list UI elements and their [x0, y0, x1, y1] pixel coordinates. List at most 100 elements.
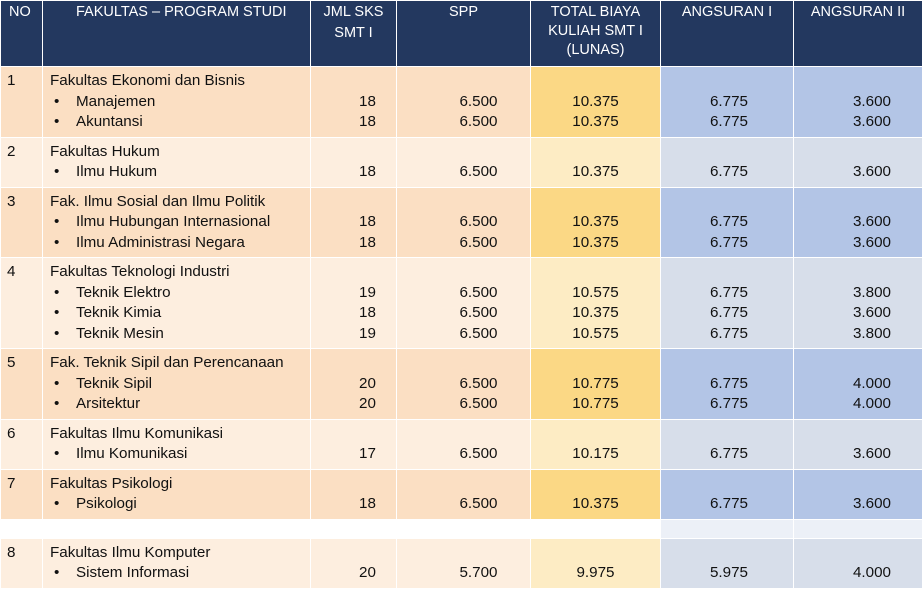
sks-value: 19 [339, 324, 396, 345]
program-item: •Ilmu Komunikasi [50, 444, 310, 465]
program-item: •Teknik Mesin [50, 324, 310, 345]
blank-line [665, 543, 793, 564]
faculty-number-cell: 6 [1, 419, 43, 469]
spacer-row [1, 519, 922, 538]
faculty-cell: Fak. Teknik Sipil dan Perencanaan•Teknik… [43, 349, 311, 420]
program-item: •Akuntansi [50, 112, 310, 133]
angsuran2-value: 3.600 [822, 233, 922, 254]
angsuran2-cell: 3.600 [794, 419, 922, 469]
angsuran2-cell: 3.600 [794, 469, 922, 519]
header-sks: JML SKS SMT I [311, 1, 397, 67]
header-no: NO [1, 1, 43, 67]
angsuran2-value: 3.800 [822, 324, 922, 345]
blank-line [822, 543, 922, 564]
total-value: 10.375 [531, 233, 660, 254]
faculty-number-cell: 1 [1, 67, 43, 138]
bullet-icon: • [54, 212, 76, 233]
spacer-cell [311, 519, 397, 538]
angsuran1-cell: 6.775 [661, 469, 794, 519]
angsuran1-value: 6.775 [665, 212, 793, 233]
program-item: •Teknik Kimia [50, 303, 310, 324]
sks-value: 20 [339, 394, 396, 415]
blank-line [531, 192, 660, 213]
program-item: •Ilmu Hukum [50, 162, 310, 183]
spp-value: 6.500 [427, 324, 530, 345]
program-name: Sistem Informasi [76, 564, 189, 581]
angsuran1-value: 6.775 [665, 303, 793, 324]
program-name: Teknik Mesin [76, 325, 164, 342]
program-item: •Ilmu Hubungan Internasional [50, 212, 310, 233]
faculty-name: Fakultas Teknologi Industri [50, 262, 310, 283]
header-sks-line2: SMT I [311, 24, 396, 43]
header-angsuran2: ANGSURAN II [794, 1, 922, 67]
total-value: 10.375 [531, 92, 660, 113]
blank-line [427, 192, 530, 213]
angsuran2-value: 3.600 [822, 92, 922, 113]
total-value: 10.375 [531, 494, 660, 515]
angsuran1-value: 6.775 [665, 92, 793, 113]
program-name: Teknik Kimia [76, 304, 161, 321]
blank-line [339, 192, 396, 213]
blank-line [427, 543, 530, 564]
blank-line [427, 71, 530, 92]
angsuran1-value: 6.775 [665, 324, 793, 345]
blank-line [427, 353, 530, 374]
program-name: Akuntansi [76, 113, 143, 130]
blank-line [531, 353, 660, 374]
angsuran1-value: 6.775 [665, 112, 793, 133]
blank-line [531, 424, 660, 445]
blank-line [339, 474, 396, 495]
program-item: •Arsitektur [50, 394, 310, 415]
faculty-number-cell: 3 [1, 187, 43, 258]
faculty-cell: Fakultas Ekonomi dan Bisnis•Manajemen•Ak… [43, 67, 311, 138]
faculty-number: 2 [7, 142, 42, 163]
sks-value: 18 [339, 233, 396, 254]
header-angsuran1: ANGSURAN I [661, 1, 794, 67]
blank-line [531, 543, 660, 564]
program-item: •Teknik Sipil [50, 374, 310, 395]
spp-value: 6.500 [427, 162, 530, 183]
total-value: 10.775 [531, 394, 660, 415]
angsuran1-value: 6.775 [665, 444, 793, 465]
spp-value: 6.500 [427, 112, 530, 133]
angsuran1-cell: 6.775 [661, 137, 794, 187]
bullet-icon: • [54, 494, 76, 515]
sks-cell: 18 [311, 469, 397, 519]
bullet-icon: • [54, 283, 76, 304]
program-name: Ilmu Hubungan Internasional [76, 213, 270, 230]
blank-line [822, 474, 922, 495]
blank-line [531, 474, 660, 495]
sks-value: 17 [339, 444, 396, 465]
total-value: 10.375 [531, 303, 660, 324]
spp-value: 6.500 [427, 394, 530, 415]
program-name: Teknik Elektro [76, 284, 171, 301]
angsuran2-value: 3.600 [822, 303, 922, 324]
total-value: 10.575 [531, 283, 660, 304]
blank-line [339, 71, 396, 92]
faculty-name: Fakultas Ekonomi dan Bisnis [50, 71, 310, 92]
blank-line [665, 424, 793, 445]
sks-cell: 17 [311, 419, 397, 469]
angsuran1-value: 6.775 [665, 494, 793, 515]
blank-line [665, 474, 793, 495]
angsuran1-cell: 6.775 [661, 419, 794, 469]
angsuran1-value: 6.775 [665, 283, 793, 304]
sks-value: 20 [339, 374, 396, 395]
spp-value: 6.500 [427, 374, 530, 395]
angsuran2-value: 4.000 [822, 374, 922, 395]
header-sks-line1: JML SKS [311, 3, 396, 22]
faculty-number: 3 [7, 192, 42, 213]
angsuran2-value: 4.000 [822, 563, 922, 584]
spacer-cell [794, 519, 922, 538]
bullet-icon: • [54, 303, 76, 324]
spp-value: 6.500 [427, 303, 530, 324]
blank-line [665, 142, 793, 163]
